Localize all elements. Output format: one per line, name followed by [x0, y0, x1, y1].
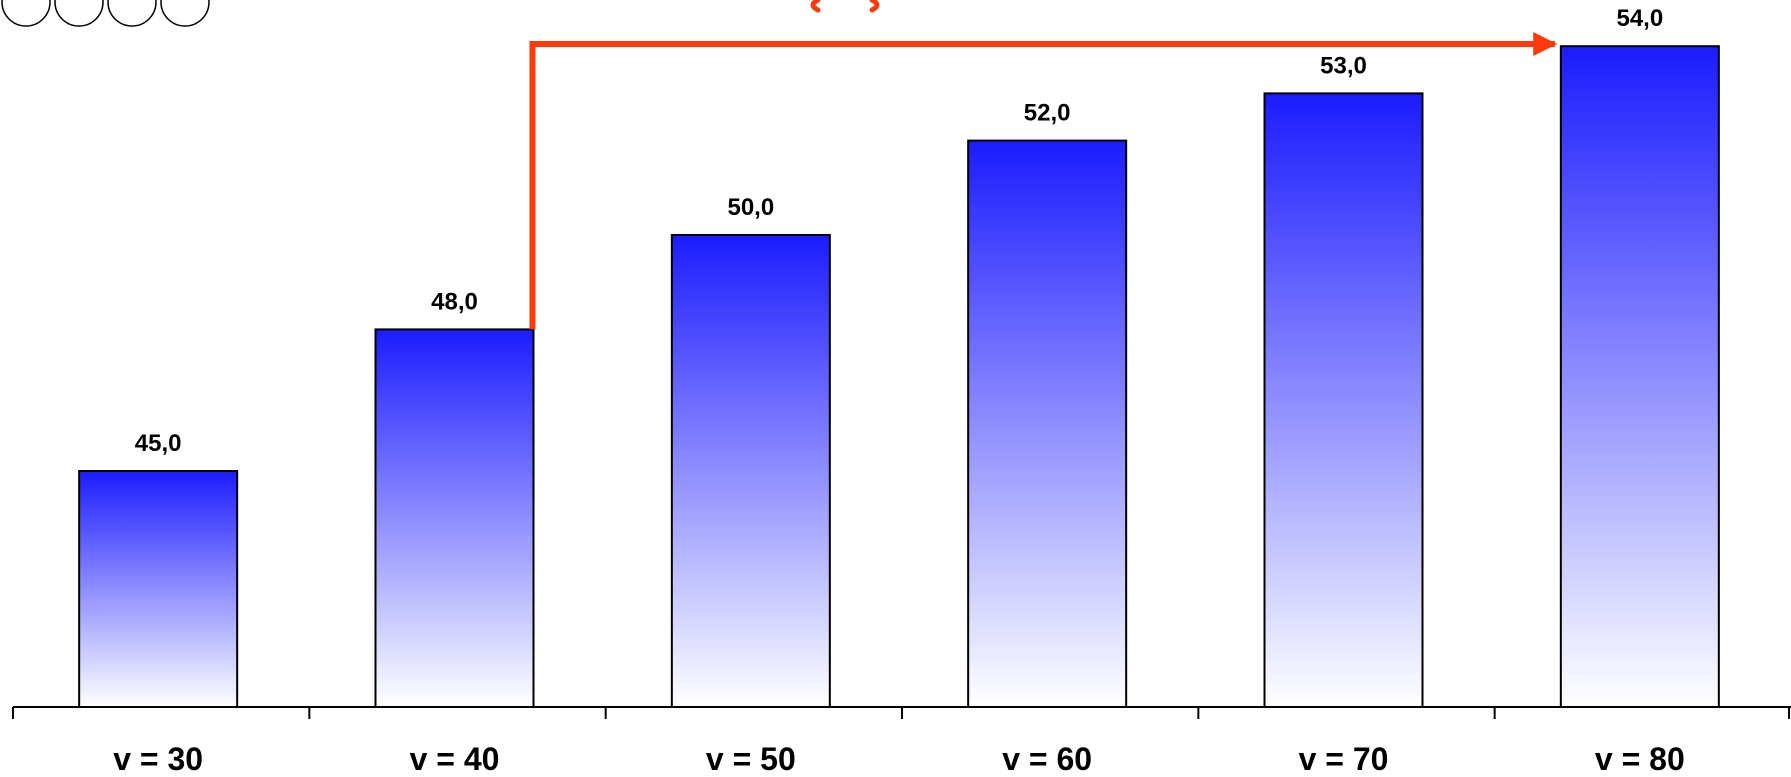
category-label-1: v = 30 — [113, 741, 203, 772]
value-labels-layer: 45,0 48,0 50,0 52,0 53,0 54,0 — [135, 5, 1663, 457]
value-label-3: 50,0 — [727, 194, 774, 221]
category-label-5: v = 70 — [1299, 741, 1389, 772]
category-label-3: v = 50 — [706, 741, 796, 772]
trend-arrow-path — [529, 32, 1558, 330]
four-circles-icon — [1, 0, 210, 27]
bar-6 — [1559, 45, 1720, 708]
value-label-2: 48,0 — [431, 288, 478, 315]
bar-2 — [374, 328, 535, 708]
category-labels-layer: v = 30 v = 40 v = 50 v = 60 v = 70 v = 80 — [113, 741, 1685, 777]
bar-1 — [78, 470, 239, 708]
value-label-1: 45,0 — [135, 430, 182, 457]
category-label-4: v = 60 — [1002, 741, 1092, 772]
bar-3 — [670, 234, 831, 708]
cropped-title-fragment — [810, 0, 880, 13]
bar-4 — [967, 139, 1128, 709]
trend-arrow — [529, 32, 1558, 330]
value-label-5: 53,0 — [1320, 52, 1367, 79]
category-label-6: v = 80 — [1595, 741, 1685, 772]
bars-layer — [78, 45, 1720, 709]
value-label-4: 52,0 — [1024, 100, 1071, 127]
category-label-2: v = 40 — [410, 741, 500, 772]
x-axis — [12, 706, 1791, 719]
value-label-6: 54,0 — [1616, 5, 1663, 32]
bar-5 — [1263, 92, 1424, 708]
